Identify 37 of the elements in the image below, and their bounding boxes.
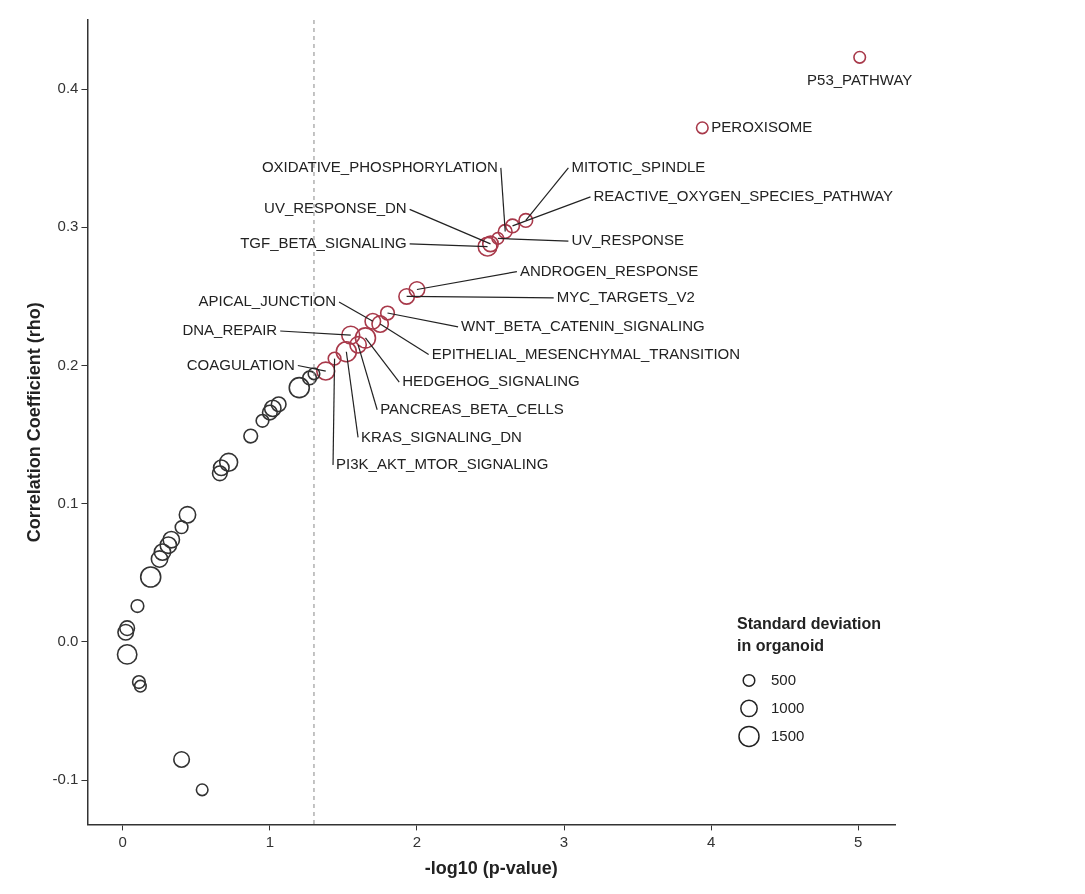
annotation: PI3K_AKT_MTOR_SIGNALING [336, 455, 549, 473]
y-axis-title: Correlation Coefficient (rho) [23, 302, 44, 543]
annotation: WNT_BETA_CATENIN_SIGNALING [461, 316, 705, 334]
annotation: APICAL_JUNCTION [198, 292, 337, 310]
x-axis-title: -log10 (p-value) [424, 858, 558, 879]
x-tick-label: 4 [706, 832, 716, 850]
annotation: EPITHELIAL_MESENCHYMAL_TRANSITION [431, 344, 741, 362]
annotation: UV_RESPONSE_DN [264, 199, 407, 217]
annotation: DNA_REPAIR [182, 321, 278, 339]
annotation: MITOTIC_SPINDLE [571, 158, 706, 176]
x-tick-label: 5 [854, 832, 863, 850]
annotation: P53_PATHWAY [807, 71, 913, 89]
annotation: COAGULATION [186, 355, 295, 373]
legend-label: 1500 [771, 726, 805, 744]
annotation: KRAS_SIGNALING_DN [361, 427, 522, 445]
y-tick-label: 0.2 [57, 355, 79, 373]
annotation: REACTIVE_OXYGEN_SPECIES_PATHWAY [593, 187, 893, 205]
y-tick-label: 0.4 [57, 79, 79, 97]
x-tick-label: 1 [265, 832, 275, 850]
annotation: ANDROGEN_RESPONSE [519, 261, 699, 279]
annotation: PEROXISOME [711, 117, 813, 135]
annotation: TGF_BETA_SIGNALING [240, 234, 407, 252]
legend-label: 1000 [771, 698, 805, 716]
annotation: UV_RESPONSE [571, 231, 684, 249]
annotation: PANCREAS_BETA_CELLS [380, 399, 564, 417]
annotation: HEDGEHOG_SIGNALING [402, 372, 580, 390]
legend-title: Standard deviation in organoid [737, 614, 882, 654]
x-tick-label: 3 [559, 832, 569, 850]
y-tick-label: 0.0 [57, 632, 79, 650]
annotation: OXIDATIVE_PHOSPHORYLATION [261, 158, 498, 176]
annotation: MYC_TARGETS_V2 [556, 287, 695, 305]
x-tick-label: 2 [412, 832, 422, 850]
legend-label: 500 [771, 670, 797, 688]
x-tick-label: 0 [118, 832, 127, 850]
y-tick-label: 0.1 [57, 493, 79, 511]
y-tick-label: -0.1 [52, 770, 79, 788]
y-tick-label: 0.3 [57, 217, 79, 235]
